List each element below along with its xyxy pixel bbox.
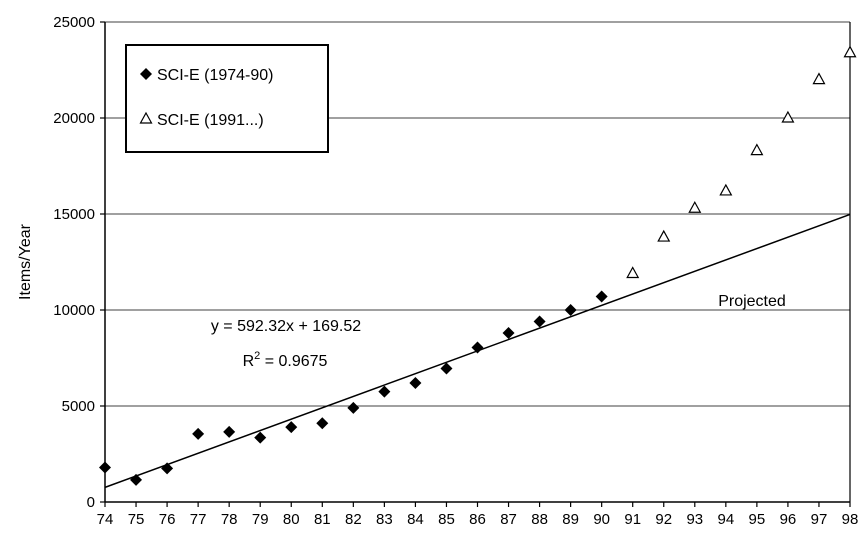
data-point-diamond [254,431,267,444]
data-point-triangle [812,72,826,85]
x-tick-label: 87 [500,511,517,528]
data-point-triangle [781,110,795,123]
legend-triangle-icon [139,111,153,124]
y-tick-label: 20000 [53,110,95,127]
x-tick-label: 88 [531,511,548,528]
x-tick-label: 98 [842,511,859,528]
x-ticks: 74 75 76 77 78 79 80 81 82 83 84 85 86 87 88 89 90 91 92 93… [97,502,859,528]
data-point-diamond [440,362,453,375]
y-tick-label: 5000 [62,398,95,415]
x-tick-label: 96 [780,511,797,528]
y-tick-label: 15000 [53,206,95,223]
y-axis-label: Items/Year [17,223,34,300]
x-tick-label: 79 [252,511,269,528]
legend-label-series-2: SCI-E (1991...) [157,112,264,129]
legend-box [125,44,329,153]
trend-equation: y = 592.32x + 169.52 [211,318,361,335]
x-tick-label: 75 [128,511,145,528]
x-tick-label: 86 [469,511,486,528]
x-tick-label: 95 [749,511,766,528]
x-tick-label: 85 [438,511,455,528]
x-tick-label: 78 [221,511,238,528]
legend-diamond-icon [140,68,152,80]
legend: SCI-E (1974-90) SCI-E (1991...) [125,44,329,153]
y-tick-label: 25000 [53,14,95,31]
x-tick-label: 84 [407,511,424,528]
data-point-diamond [316,417,329,430]
x-tick-label: 97 [811,511,828,528]
legend-label-series-1: SCI-E (1974-90) [157,67,274,84]
data-point-diamond [99,461,111,474]
x-tick-label: 77 [190,511,207,528]
data-point-diamond [378,385,391,398]
x-tick-label: 90 [593,511,610,528]
x-tick-label: 91 [624,511,641,528]
data-point-diamond [409,376,422,389]
data-point-diamond [471,341,484,354]
data-points [99,45,857,486]
x-tick-label: 81 [314,511,331,528]
data-point-diamond [161,462,174,475]
x-tick-label: 82 [345,511,362,528]
data-point-triangle [750,143,764,156]
x-tick-label: 93 [686,511,703,528]
x-tick-label: 76 [159,511,176,528]
x-tick-label: 83 [376,511,393,528]
data-point-triangle [657,229,671,242]
data-point-diamond [130,473,143,486]
x-tick-label: 94 [717,511,734,528]
y-ticks: 0 5000 10000 15000 20000 25000 [53,14,105,511]
y-tick-label: 0 [87,494,95,511]
y-tick-label: 10000 [53,302,95,319]
data-point-diamond [347,401,360,414]
data-point-diamond [533,315,546,328]
data-point-triangle [688,200,702,213]
r-squared-label: R2 = 0.9675 [243,350,328,370]
projected-annotation: Projected [718,293,786,310]
data-point-diamond [192,427,205,440]
x-tick-label: 89 [562,511,579,528]
x-tick-label: 80 [283,511,300,528]
data-point-diamond [595,290,608,303]
data-point-diamond [285,421,298,434]
data-point-diamond [502,327,515,340]
x-tick-label: 74 [97,511,114,528]
data-point-triangle [719,183,733,196]
data-point-triangle [626,266,640,279]
data-point-triangle [843,45,857,58]
data-point-diamond [223,425,236,438]
data-point-diamond [564,304,577,316]
x-tick-label: 92 [655,511,672,528]
